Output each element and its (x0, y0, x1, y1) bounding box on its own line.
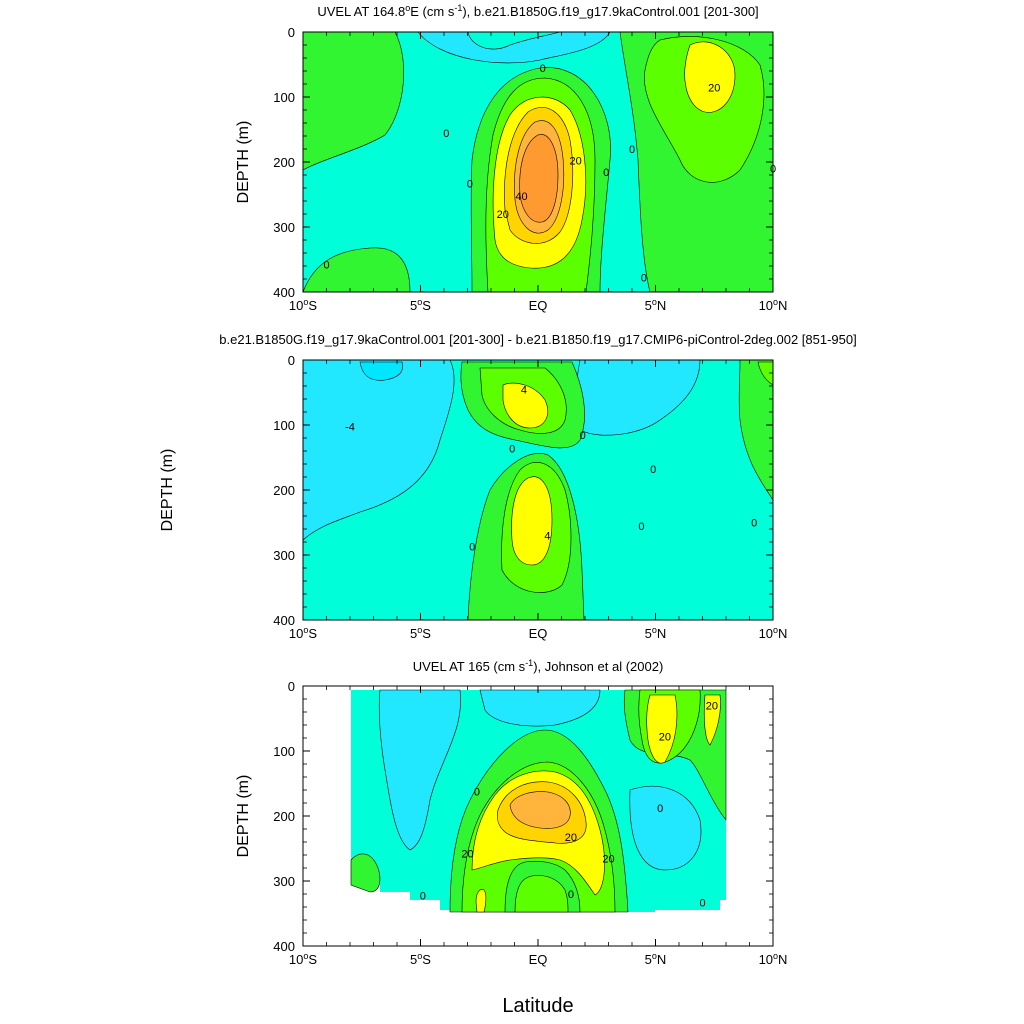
contour-label: 20 (602, 853, 614, 865)
y-tick-label: 0 (288, 25, 295, 40)
contour-label: 20 (706, 701, 718, 713)
y-tick-label: 200 (273, 483, 295, 498)
panel-1-level-neg1-upper (417, 31, 611, 64)
contour-label: 20 (569, 156, 581, 168)
y-tick-label: 100 (273, 418, 295, 433)
contour-label: 20 (461, 849, 473, 861)
x-tick-label: 10oN (759, 625, 788, 641)
x-tick-label: 5oS (410, 297, 431, 313)
panel-2-difference: b.e21.B1850G.f19_g17.9kaControl.001 [201… (159, 332, 857, 641)
contour-label: 0 (568, 889, 574, 901)
x-tick-label: 10oS (289, 951, 317, 967)
contour-label: 0 (657, 803, 663, 815)
panel-3-level-neg1-east (629, 786, 702, 871)
panel-3-y-axis-label: DEPTH (m) (235, 775, 252, 858)
panel-1-level-1-left-bottom (302, 247, 411, 293)
x-tick-label: 5oN (645, 951, 667, 967)
contour-label: 0 (699, 897, 705, 909)
panel-3-level-3-foot-left (475, 889, 487, 913)
contour-label: 0 (420, 890, 426, 902)
x-tick-label: 5oN (645, 297, 667, 313)
panel-3-contour-field (303, 686, 773, 946)
contour-label: 0 (443, 128, 449, 140)
x-tick-label: 5oS (410, 951, 431, 967)
panel-2-level-3-equator-upper (502, 382, 549, 429)
panel-3-level-3-east (646, 694, 678, 764)
y-tick-label: 300 (273, 874, 295, 889)
x-tick-label: EQ (529, 298, 548, 313)
panel-3-title: UVEL AT 165 (cm s-1), Johnson et al (200… (413, 658, 664, 674)
contour-label: 0 (467, 178, 473, 190)
panel-3-level-neg1-west (378, 689, 461, 851)
panel-3-level-1-ridge-inner (514, 875, 569, 913)
x-tick-label: 10oS (289, 625, 317, 641)
contour-label: 20 (565, 832, 577, 844)
contour-label: 20 (497, 209, 509, 221)
y-tick-label: 300 (273, 220, 295, 235)
panel-2-y-axis-label: DEPTH (m) (159, 449, 176, 532)
y-tick-label: 200 (273, 155, 295, 170)
panel-1-level-1-left-core (302, 31, 404, 171)
panel-3-contour-labels: 0 20 20 20 0 0 20 20 0 0 (420, 701, 718, 910)
panel-2-level-3-equator-lower (511, 476, 553, 566)
y-tick-label: 400 (273, 285, 295, 300)
panel-3-level-1-sw (350, 853, 381, 893)
x-tick-label: EQ (529, 952, 548, 967)
x-tick-label: 10oN (759, 951, 788, 967)
y-tick-label: 200 (273, 809, 295, 824)
panel-3-observations: UVEL AT 165 (cm s-1), Johnson et al (200… (235, 658, 787, 967)
contour-label: 0 (751, 518, 757, 530)
panel-2-title: b.e21.B1850G.f19_g17.9kaControl.001 [201… (219, 332, 856, 347)
panel-2-level-neg2-west (359, 361, 403, 381)
y-tick-label: 100 (273, 744, 295, 759)
contour-label: 0 (629, 144, 635, 156)
panel-1-title: UVEL AT 164.8oE (cm s-1), b.e21.B1850G.f… (317, 3, 758, 19)
panel-3-level-5-core (509, 791, 571, 829)
panel-2-level-1-east-edge (738, 359, 774, 502)
panel-2-contour-field (302, 359, 774, 621)
x-tick-label: 10oN (759, 297, 788, 313)
x-tick-label: 5oS (410, 625, 431, 641)
x-tick-label: EQ (529, 626, 548, 641)
panel-1-contour-field (302, 31, 774, 293)
contour-label: 4 (544, 531, 550, 543)
y-tick-label: 400 (273, 613, 295, 628)
contour-label: 0 (474, 786, 480, 798)
contour-label: 0 (638, 521, 644, 533)
contour-label: 0 (650, 464, 656, 476)
contour-label: 40 (515, 191, 527, 203)
contour-label: 0 (509, 443, 515, 455)
contour-label: 0 (540, 63, 546, 75)
panel-2-contour-labels: -4 4 0 0 0 0 0 4 0 (345, 384, 757, 553)
x-tick-label: 5oN (645, 625, 667, 641)
contour-label: 20 (659, 732, 671, 744)
panel-1-level-6-equatorial (519, 134, 559, 223)
panel-1-level-3-east (684, 41, 736, 113)
contour-label: 0 (603, 167, 609, 179)
panel-1-current-model: UVEL AT 164.8oE (cm s-1), b.e21.B1850G.f… (235, 3, 787, 313)
x-tick-label: 10oS (289, 297, 317, 313)
y-tick-label: 400 (273, 939, 295, 954)
contour-label: 0 (323, 260, 329, 272)
panel-1-y-axis-label: DEPTH (m) (235, 121, 252, 204)
y-tick-label: 300 (273, 548, 295, 563)
panel-3-level-neg1-north (479, 689, 601, 727)
y-tick-label: 0 (288, 353, 295, 368)
contour-label: 0 (580, 430, 586, 442)
y-tick-label: 100 (273, 90, 295, 105)
y-tick-label: 0 (288, 679, 295, 694)
contour-label: 20 (708, 82, 720, 94)
contour-label: 0 (641, 273, 647, 285)
panel-3-level-3-east-edge (703, 694, 721, 746)
panel-2-level-neg1-west (302, 359, 455, 541)
contour-label: 0 (469, 542, 475, 554)
contour-label: -4 (345, 421, 355, 433)
contour-label: 4 (521, 384, 527, 396)
shared-x-axis-label: Latitude (502, 995, 573, 1017)
